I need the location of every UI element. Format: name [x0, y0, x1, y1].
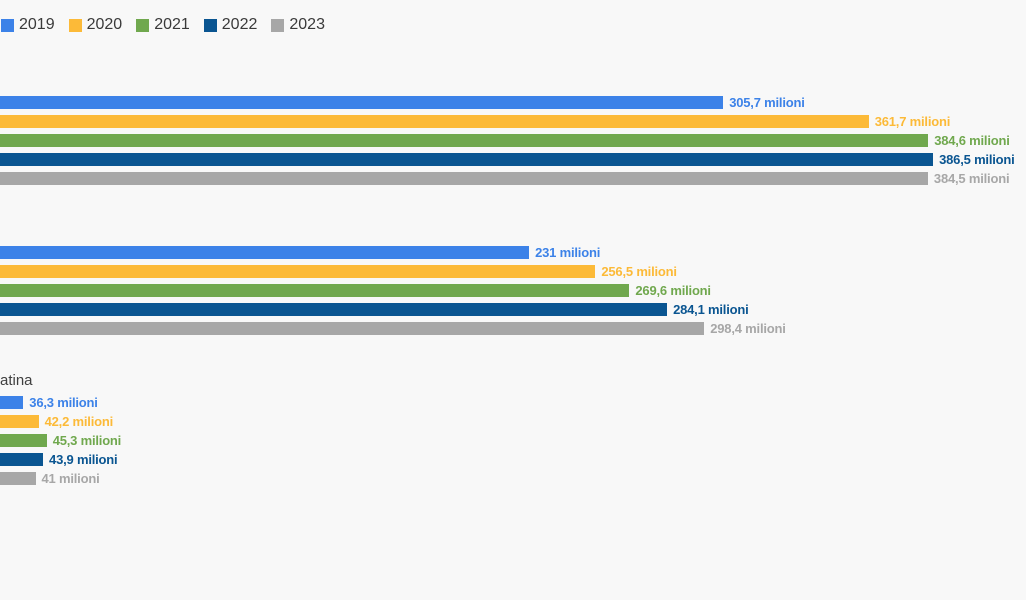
legend-swatch-2020-icon [68, 18, 82, 32]
bar-value-label: 269,6 milioni [635, 283, 711, 298]
bar-2022[interactable] [0, 303, 668, 316]
bar-value-label: 384,5 milioni [933, 171, 1010, 186]
legend-swatch-2022-icon [203, 18, 217, 32]
bar-value-label: 284,1 milioni [673, 302, 749, 317]
bar-value-label: 41 milioni [41, 471, 100, 486]
legend-item-2020: 2020 [68, 16, 123, 34]
bar-2019[interactable] [0, 396, 24, 409]
bar-2022[interactable] [0, 153, 934, 166]
bar-value-label: 361,7 milioni [874, 114, 951, 129]
bar-2023[interactable] [0, 322, 705, 335]
bar-2021[interactable] [0, 134, 929, 147]
bar-value-label: 231 milioni [535, 245, 601, 260]
bar-value-label: 36,3 milioni [29, 395, 98, 410]
legend-swatch-2023-icon [271, 18, 285, 32]
bar-value-label: 256,5 milioni [601, 264, 677, 279]
bar-value-label: 43,9 milioni [49, 452, 118, 467]
bar-2021[interactable] [0, 284, 630, 297]
legend-label-2023: 2023 [289, 16, 325, 33]
legend-label-2019: 2019 [19, 16, 55, 33]
bar-value-label: 384,6 milioni [934, 133, 1010, 148]
bar-value-label: 42,2 milioni [44, 414, 114, 429]
bar-2019[interactable] [0, 246, 530, 259]
bar-2021[interactable] [0, 434, 47, 447]
legend-label-2021: 2021 [154, 16, 190, 33]
bar-2020[interactable] [0, 265, 596, 278]
legend-swatch-2019-icon [1, 18, 14, 32]
bar-2023[interactable] [0, 472, 36, 485]
legend-item-2019: 2019 [1, 16, 55, 34]
legend-label-2022: 2022 [221, 16, 258, 33]
group-category-label: atina [0, 372, 33, 389]
legend-item-2023: 2023 [271, 16, 325, 34]
bar-2020[interactable] [0, 415, 39, 428]
legend-swatch-2021-icon [136, 18, 150, 32]
legend-label-2020: 2020 [86, 16, 123, 33]
bar-value-label: 45,3 milioni [52, 433, 122, 448]
bar-2020[interactable] [0, 115, 869, 128]
bar-value-label: 386,5 milioni [939, 152, 1015, 167]
legend-item-2021: 2021 [136, 16, 190, 34]
bar-2019[interactable] [0, 96, 724, 109]
bar-value-label: 305,7 milioni [729, 95, 805, 110]
bar-value-label: 298,4 milioni [710, 321, 786, 336]
bar-2023[interactable] [0, 172, 928, 185]
legend-item-2022: 2022 [203, 16, 258, 34]
chart-legend: 2019 2020 2021 2022 2023 [1, 16, 325, 34]
bar-2022[interactable] [0, 453, 44, 466]
